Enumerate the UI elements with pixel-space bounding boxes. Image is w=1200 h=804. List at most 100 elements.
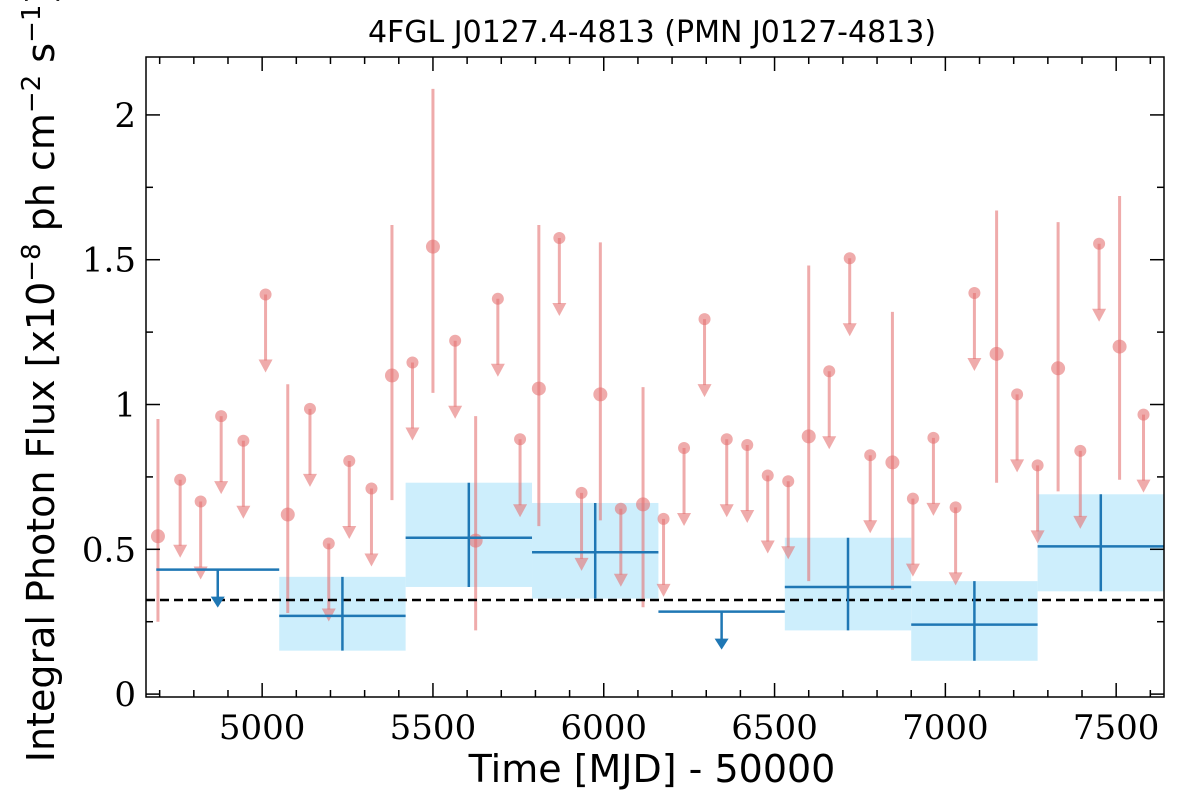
fine-ul-point-5 (303, 402, 316, 415)
y-tick-label: 0 (114, 675, 136, 715)
fine-ul-point-34 (1137, 408, 1150, 421)
fine-ul-point-22 (782, 475, 795, 488)
y-axis-title-suffix: ] (19, 0, 63, 5)
fine-point-8 (801, 429, 816, 444)
y-axis-title-mid: ph cm (19, 113, 63, 243)
fine-point-9 (885, 455, 900, 470)
fine-ul-point-10 (449, 334, 462, 347)
axes: 5000 5500 6000 6500 7000 7500 0 0.5 1 1.5 2 (82, 56, 1165, 748)
fine-point-0 (150, 529, 165, 544)
fine-ul-arrow-33 (1092, 308, 1107, 322)
fine-ul-point-33 (1093, 237, 1106, 250)
fine-ul-point-7 (343, 454, 356, 467)
x-tick-label: 5000 (219, 708, 306, 748)
fine-ul-point-21 (761, 469, 774, 482)
fine-point-10 (989, 346, 1004, 361)
fine-ul-arrow-4 (258, 359, 273, 373)
fine-ul-arrow-9 (405, 427, 420, 441)
y-axis-title-exp3: −1 (17, 5, 47, 43)
coarse-ul-arrow-1 (714, 638, 729, 650)
fine-ul-point-31 (1031, 459, 1044, 472)
fine-ul-arrow-15 (613, 573, 628, 587)
fine-ul-point-30 (1011, 388, 1024, 401)
x-tick-label: 5500 (390, 708, 477, 748)
fine-ul-arrow-3 (236, 505, 251, 519)
fine-point-3 (425, 239, 440, 254)
fine-ul-arrow-22 (781, 546, 796, 560)
fine-ul-point-2 (215, 410, 228, 423)
fine-ul-arrow-20 (740, 510, 755, 524)
fine-ul-arrow-7 (342, 525, 357, 539)
fine-ul-arrow-24 (842, 323, 857, 337)
y-axis-title-exp1: −8 (17, 243, 47, 281)
chart-title: 4FGL J0127.4-4813 (PMN J0127-4813) (368, 15, 936, 50)
fine-point-7 (636, 497, 651, 512)
fine-point-11 (1051, 361, 1066, 376)
fine-ul-arrow-10 (448, 405, 463, 419)
fine-point-4 (468, 533, 483, 548)
fine-ul-point-18 (698, 313, 711, 326)
fine-ul-point-12 (514, 433, 527, 446)
fine-ul-point-15 (614, 502, 627, 515)
fine-ul-point-9 (406, 356, 419, 369)
x-tick-label: 6000 (560, 708, 647, 748)
fine-ul-arrow-18 (697, 384, 712, 398)
y-tick-label: 0.5 (82, 530, 136, 570)
fine-ul-arrow-14 (574, 557, 589, 571)
fine-ul-arrow-12 (513, 504, 528, 518)
fine-point-6 (593, 387, 608, 402)
fine-ul-arrow-21 (760, 540, 775, 554)
fine-ul-point-0 (174, 473, 187, 486)
fine-ul-point-19 (720, 433, 733, 446)
fine-ul-point-11 (491, 292, 504, 305)
fine-ul-arrow-23 (822, 436, 837, 450)
y-axis-title-prefix: Integral Photon Flux [x10 (19, 282, 63, 763)
fine-point-12 (1112, 339, 1127, 354)
fine-ul-arrow-13 (552, 302, 567, 316)
y-tick-label: 1.5 (82, 241, 136, 281)
fine-ul-point-23 (823, 365, 836, 378)
fine-ul-point-6 (322, 537, 335, 550)
fine-bin-series (150, 88, 1151, 631)
fine-ul-point-3 (237, 434, 250, 447)
fine-ul-arrow-25 (863, 520, 878, 534)
fine-ul-point-25 (864, 449, 877, 462)
fine-ul-arrow-27 (926, 502, 941, 516)
fine-ul-arrow-11 (490, 363, 505, 377)
fine-ul-arrow-28 (948, 572, 963, 586)
x-tick-label: 7000 (902, 708, 989, 748)
fine-ul-arrow-31 (1030, 530, 1045, 544)
fine-ul-arrow-30 (1010, 459, 1025, 473)
fine-ul-point-8 (365, 482, 378, 495)
fine-ul-point-29 (968, 287, 981, 300)
fine-ul-point-27 (927, 431, 940, 444)
x-tick-label: 7500 (1073, 708, 1160, 748)
fine-point-1 (280, 507, 295, 522)
y-axis-title: Integral Photon Flux [x10−8 ph cm−2 s−1] (17, 0, 63, 762)
fine-ul-arrow-17 (677, 512, 692, 526)
y-axis-title-exp2: −2 (17, 75, 47, 113)
fine-ul-point-17 (678, 441, 691, 454)
fine-ul-arrow-19 (719, 504, 734, 518)
fine-ul-point-24 (843, 252, 856, 265)
fine-ul-point-28 (949, 501, 962, 514)
x-tick-label: 6500 (731, 708, 818, 748)
coarse-ul-arrow-0 (210, 596, 225, 608)
fine-ul-arrow-16 (656, 583, 671, 597)
fine-point-2 (384, 368, 399, 383)
fine-ul-arrow-34 (1136, 479, 1151, 493)
fine-ul-point-32 (1074, 444, 1087, 457)
fine-ul-point-4 (259, 288, 272, 301)
x-axis-title: Time [MJD] - 50000 (468, 747, 836, 791)
fine-ul-arrow-26 (905, 563, 920, 577)
fine-ul-point-26 (906, 492, 919, 505)
fine-ul-arrow-8 (364, 553, 379, 567)
fine-ul-arrow-29 (967, 358, 982, 372)
fine-ul-point-13 (553, 231, 566, 244)
fine-ul-point-20 (741, 439, 754, 452)
fine-ul-arrow-5 (302, 473, 317, 487)
coarse-bin-series (156, 482, 1164, 661)
fine-point-5 (531, 381, 546, 396)
